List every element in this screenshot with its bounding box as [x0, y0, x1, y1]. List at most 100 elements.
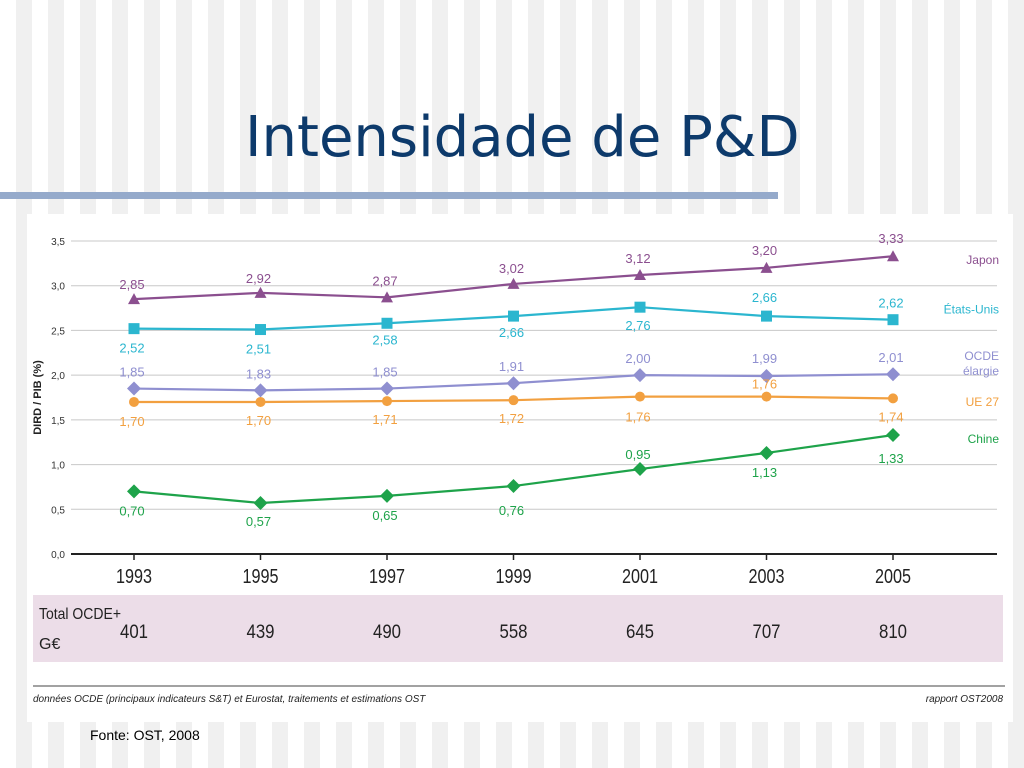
data-label: 1,85 — [372, 365, 397, 380]
data-point — [380, 381, 394, 396]
data-point — [253, 383, 268, 398]
data-label: 2,85 — [119, 277, 144, 292]
slide-title: Intensidade de P&D — [245, 105, 800, 170]
totals-value: 439 — [247, 622, 275, 643]
totals-label: Total OCDE+ — [39, 606, 121, 623]
data-label: 2,58 — [372, 332, 397, 347]
data-label: 1,70 — [246, 413, 271, 428]
y-tick-label: 1,5 — [51, 416, 65, 427]
data-label: 1,72 — [499, 411, 524, 426]
data-label: 0,57 — [246, 514, 271, 529]
data-label: 2,66 — [499, 325, 524, 340]
data-label: 2,62 — [878, 296, 903, 311]
data-label: 3,33 — [878, 231, 903, 246]
y-tick-label: 0,0 — [51, 550, 65, 561]
data-point — [506, 479, 521, 494]
totals-unit-label: G€ — [39, 636, 60, 653]
data-point — [381, 317, 393, 329]
totals-value: 810 — [879, 622, 907, 643]
data-label: 1,83 — [246, 366, 271, 381]
data-point — [382, 396, 392, 407]
chart-figure: 0,0 0,5 1,0 1,5 2,0 2,5 3,0 3,5 DIRD / PIB (%) 19… — [27, 214, 1013, 722]
title-divider — [0, 192, 778, 199]
x-tick-label: 1993 — [116, 566, 152, 588]
x-tick-label: 2005 — [875, 566, 911, 588]
data-label: 1,13 — [752, 465, 777, 480]
data-point — [760, 261, 773, 273]
y-tick-label: 2,5 — [51, 326, 65, 337]
slide-source: Fonte: OST, 2008 — [90, 727, 200, 743]
y-tick-label: 3,5 — [51, 237, 65, 248]
data-label: 2,00 — [625, 351, 650, 366]
totals-band — [33, 595, 1003, 662]
figure-footer-report: rapport OST2008 — [925, 694, 1003, 705]
data-label: 2,52 — [119, 341, 144, 356]
data-point — [634, 301, 646, 313]
data-label: 3,20 — [752, 243, 777, 258]
data-label: 1,91 — [499, 359, 524, 374]
x-tick-label: 2001 — [622, 566, 658, 588]
data-label: 1,76 — [625, 410, 650, 425]
data-label: 1,71 — [372, 412, 397, 427]
data-label: 0,95 — [625, 447, 650, 462]
data-point — [255, 324, 266, 336]
data-point — [255, 396, 266, 407]
y-tick-label: 0,5 — [51, 505, 65, 516]
data-point — [254, 286, 267, 298]
totals-value: 707 — [753, 622, 781, 643]
x-tick-label: 1997 — [369, 566, 405, 588]
data-label: 2,01 — [878, 350, 903, 365]
data-label: 3,02 — [499, 261, 524, 276]
data-point — [634, 268, 646, 280]
data-label: 0,65 — [372, 508, 397, 523]
data-point — [381, 291, 393, 303]
legend-entry: États-Unis — [944, 302, 999, 317]
data-label: 0,76 — [499, 503, 524, 518]
data-point — [507, 277, 520, 289]
totals-value: 558 — [500, 622, 528, 643]
data-label: 2,51 — [246, 342, 271, 357]
data-label: 1,70 — [119, 414, 144, 429]
data-point — [128, 293, 140, 305]
data-point — [127, 381, 141, 396]
data-label: 2,66 — [752, 290, 777, 305]
x-tick-label: 1995 — [243, 566, 279, 588]
data-point — [633, 462, 647, 477]
data-point — [761, 391, 772, 402]
data-label: 3,12 — [625, 251, 650, 266]
data-label: 2,92 — [246, 271, 271, 286]
data-point — [129, 396, 139, 407]
data-point — [128, 323, 140, 335]
x-tick-label: 2003 — [749, 566, 785, 588]
legend-entry: Chine — [968, 432, 1000, 446]
data-label: 1,99 — [752, 351, 777, 366]
data-point — [633, 368, 647, 383]
y-axis-label: DIRD / PIB (%) — [32, 360, 44, 435]
data-point — [506, 376, 521, 391]
data-point — [759, 445, 774, 460]
line-chart: 0,0 0,5 1,0 1,5 2,0 2,5 3,0 3,5 DIRD / PIB (%) 19… — [32, 231, 1005, 687]
legend-entry: OCDE élargie — [963, 349, 999, 378]
data-point — [761, 310, 772, 322]
data-point — [508, 395, 519, 406]
legend-entry: Japon — [966, 253, 999, 267]
data-point — [887, 314, 899, 326]
data-label: 1,76 — [752, 377, 777, 392]
data-point — [508, 310, 519, 322]
figure-footer-source: données OCDE (principaux indicateurs S&T… — [33, 694, 426, 705]
data-label: 1,85 — [119, 365, 144, 380]
data-point — [887, 250, 899, 262]
data-label: 2,76 — [625, 318, 650, 333]
data-label: 1,74 — [878, 409, 903, 424]
data-point — [635, 391, 645, 402]
data-label: 0,70 — [119, 503, 144, 518]
data-label: 2,87 — [372, 273, 397, 288]
data-point — [759, 369, 774, 384]
data-point — [253, 496, 268, 511]
totals-value: 645 — [626, 622, 654, 643]
data-point — [888, 393, 898, 404]
x-tick-label: 1999 — [496, 566, 532, 588]
y-tick-label: 3,0 — [51, 282, 65, 293]
data-label: 1,33 — [878, 451, 903, 466]
totals-value: 401 — [120, 622, 148, 643]
